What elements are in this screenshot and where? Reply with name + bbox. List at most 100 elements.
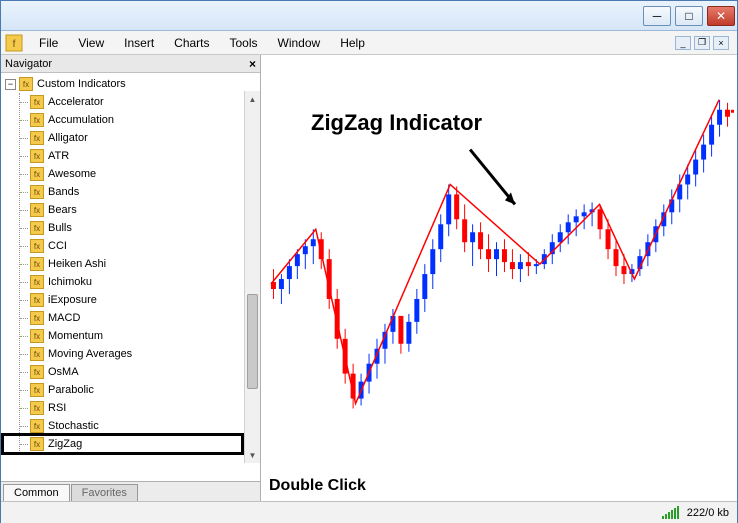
minimize-icon: ─ [653, 9, 662, 23]
indicator-momentum[interactable]: fx Momentum [20, 327, 260, 345]
folder-icon: fx [19, 77, 33, 91]
indicator-heiken-ashi[interactable]: fxHeiken Ashi [20, 255, 260, 273]
indicator-icon: fx [30, 113, 44, 127]
status-kb-label: 222/0 kb [687, 507, 729, 519]
indicator-icon: fx [30, 149, 44, 163]
indicator-label: ATR [48, 150, 69, 162]
indicator-label: ZigZag [48, 438, 82, 450]
indicator-parabolic[interactable]: fx Parabolic [20, 381, 260, 399]
scroll-up-icon[interactable]: ▲ [245, 91, 260, 107]
indicator-label: Bears [48, 204, 77, 216]
indicator-awesome[interactable]: fx Awesome [20, 165, 260, 183]
navigator-title-label: Navigator [5, 58, 52, 70]
indicator-icon: fx [30, 347, 44, 361]
navigator-tabs: Common Favorites [1, 481, 260, 501]
titlebar: ─ □ ✕ [1, 1, 737, 31]
menu-view[interactable]: View [68, 33, 114, 53]
close-icon: ✕ [716, 9, 726, 23]
indicator-icon: fx [30, 185, 44, 199]
indicator-icon: fx [30, 239, 44, 253]
mdi-controls: _ ❐ × [675, 36, 733, 50]
indicator-icon: fx [30, 311, 44, 325]
menu-tools[interactable]: Tools [220, 33, 268, 53]
annotation-zigzag-title: ZigZag Indicator [311, 110, 482, 136]
window-minimize-button[interactable]: ─ [643, 6, 671, 26]
window-close-button[interactable]: ✕ [707, 6, 735, 26]
scroll-thumb[interactable] [247, 294, 258, 389]
tree-collapse-icon[interactable]: − [5, 79, 16, 90]
indicator-icon: fx [30, 95, 44, 109]
indicator-icon: fx [30, 437, 44, 451]
indicator-label: Accumulation [48, 114, 114, 126]
indicator-bands[interactable]: fx Bands [20, 183, 260, 201]
indicator-label: CCI [48, 240, 67, 252]
indicator-moving-averages[interactable]: fx Moving Averages [20, 345, 260, 363]
window-maximize-button[interactable]: □ [675, 6, 703, 26]
indicator-bears[interactable]: fxBears [20, 201, 260, 219]
indicator-zigzag[interactable]: fx ZigZag [20, 435, 260, 453]
indicator-icon: fx [30, 383, 44, 397]
tree-root-custom-indicators[interactable]: − fx Custom Indicators [5, 75, 260, 93]
indicator-rsi[interactable]: fxRSI [20, 399, 260, 417]
tree-root-label: Custom Indicators [37, 78, 126, 90]
indicator-accumulation[interactable]: fx Accumulation [20, 111, 260, 129]
menu-file[interactable]: File [29, 33, 68, 53]
menu-insert[interactable]: Insert [114, 33, 164, 53]
indicator-label: OsMA [48, 366, 79, 378]
indicator-ichimoku[interactable]: fx Ichimoku [20, 273, 260, 291]
indicator-icon: fx [30, 275, 44, 289]
statusbar: 222/0 kb [1, 501, 737, 523]
navigator-close-button[interactable]: × [249, 57, 256, 71]
indicator-icon: fx [30, 365, 44, 379]
tab-common[interactable]: Common [3, 484, 70, 501]
indicator-label: Momentum [48, 330, 103, 342]
app-window: ─ □ ✕ f FileViewInsertChartsToolsWindowH… [0, 0, 738, 523]
indicator-icon: fx [30, 401, 44, 415]
indicator-icon: fx [30, 329, 44, 343]
indicator-bulls[interactable]: fx Bulls [20, 219, 260, 237]
mdi-close-button[interactable]: × [713, 36, 729, 50]
navigator-scrollbar[interactable]: ▲ ▼ [244, 91, 260, 463]
indicator-label: Bulls [48, 222, 72, 234]
menubar: f FileViewInsertChartsToolsWindowHelp _ … [1, 31, 737, 55]
indicator-accelerator[interactable]: fx Accelerator [20, 93, 260, 111]
indicator-label: Accelerator [48, 96, 104, 108]
indicator-label: Ichimoku [48, 276, 92, 288]
app-icon: f [5, 34, 23, 52]
indicator-stochastic[interactable]: fx Stochastic [20, 417, 260, 435]
menu-window[interactable]: Window [268, 33, 331, 53]
indicator-label: MACD [48, 312, 80, 324]
indicator-label: Parabolic [48, 384, 94, 396]
indicator-atr[interactable]: fx ATR [20, 147, 260, 165]
annotation-double-click: Double Click [269, 477, 366, 495]
indicator-cci[interactable]: fx CCI [20, 237, 260, 255]
connection-bars-icon [662, 507, 679, 519]
indicator-label: Alligator [48, 132, 88, 144]
indicator-macd[interactable]: fx MACD [20, 309, 260, 327]
indicator-label: Stochastic [48, 420, 99, 432]
indicator-osma[interactable]: fx OsMA [20, 363, 260, 381]
svg-text:f: f [13, 39, 16, 50]
indicator-label: Moving Averages [48, 348, 132, 360]
indicator-icon: fx [30, 293, 44, 307]
mdi-restore-button[interactable]: ❐ [694, 36, 710, 50]
menu-charts[interactable]: Charts [164, 33, 219, 53]
indicator-icon: fx [30, 167, 44, 181]
mdi-minimize-button[interactable]: _ [675, 36, 691, 50]
navigator-titlebar: Navigator × [1, 55, 260, 73]
indicator-label: Awesome [48, 168, 96, 180]
menu-help[interactable]: Help [330, 33, 375, 53]
indicator-label: Bands [48, 186, 79, 198]
chart-area[interactable]: ZigZag Indicator Double Click [261, 55, 737, 501]
indicator-icon: fx [30, 221, 44, 235]
scroll-track[interactable] [245, 107, 260, 447]
tab-favorites[interactable]: Favorites [71, 484, 138, 501]
scroll-down-icon[interactable]: ▼ [245, 447, 260, 463]
indicator-label: iExposure [48, 294, 97, 306]
maximize-icon: □ [685, 9, 692, 23]
navigator-tree: − fx Custom Indicators fx Accelerator fx Ac… [1, 73, 260, 481]
indicator-iexposure[interactable]: fx iExposure [20, 291, 260, 309]
indicator-alligator[interactable]: fxAlligator [20, 129, 260, 147]
indicator-icon: fx [30, 419, 44, 433]
indicator-icon: fx [30, 257, 44, 271]
